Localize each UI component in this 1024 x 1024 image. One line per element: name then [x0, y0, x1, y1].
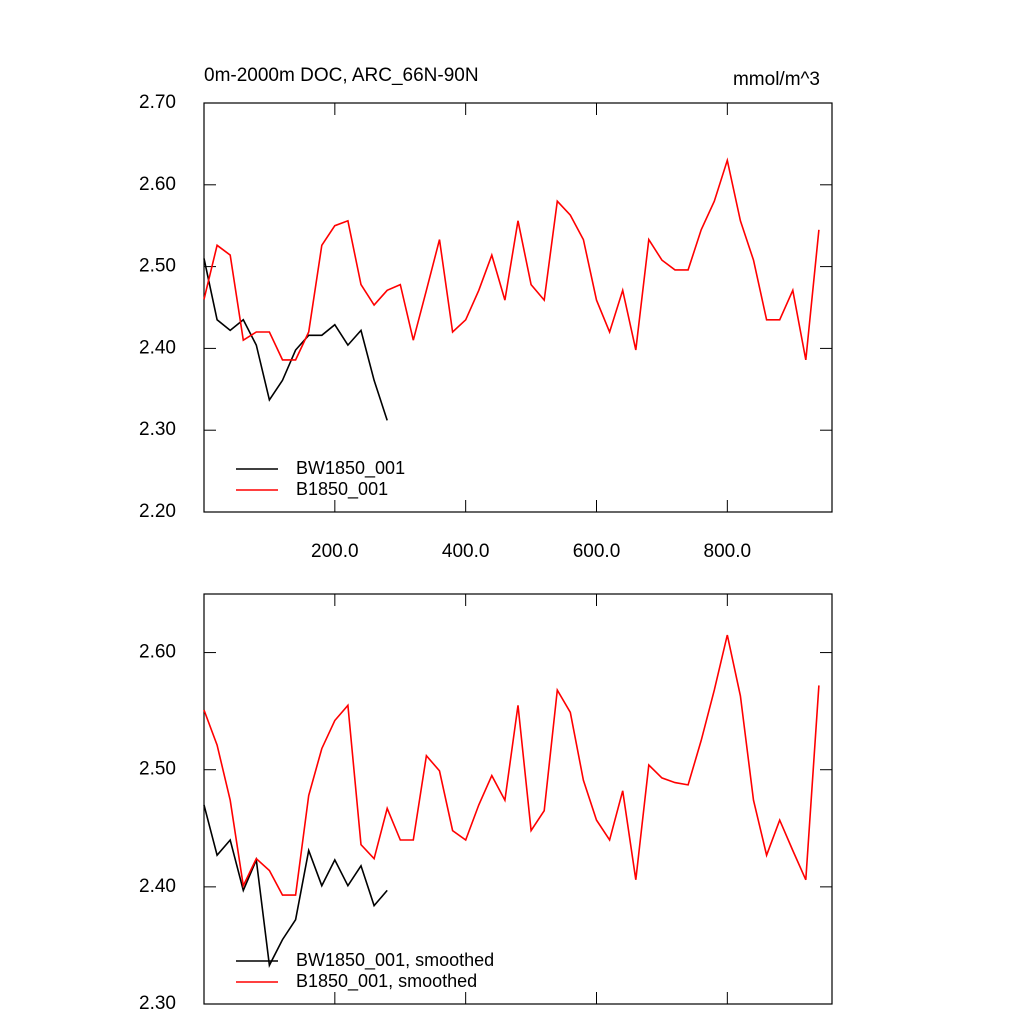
y-tick-label: 2.20 [139, 501, 176, 522]
data-line [203, 804, 388, 968]
y-tick-label: 2.60 [139, 642, 176, 663]
data-line [203, 157, 820, 361]
data-line [203, 258, 388, 421]
y-tick-label: 2.50 [139, 759, 176, 780]
y-tick-label: 2.30 [139, 419, 176, 440]
y-tick-label: 2.50 [139, 256, 176, 277]
data-line [203, 634, 820, 896]
chart-title: 0m-2000m DOC, ARC_66N-90N [204, 65, 479, 86]
units-label: mmol/m^3 [733, 69, 820, 90]
y-tick-label: 2.40 [139, 337, 176, 358]
legend-label: BW1850_001, smoothed [296, 950, 494, 971]
y-tick-label: 2.70 [139, 92, 176, 113]
legend-label: BW1850_001 [296, 458, 405, 479]
plot-frame [203, 102, 833, 513]
x-tick-label: 600.0 [573, 541, 621, 562]
legend-label: B1850_001, smoothed [296, 971, 477, 992]
x-tick-label: 800.0 [704, 541, 752, 562]
legend-label: B1850_001 [296, 479, 388, 500]
y-tick-label: 2.60 [139, 174, 176, 195]
y-tick-label: 2.30 [139, 993, 176, 1014]
plot-frame [203, 593, 833, 1005]
x-tick-label: 200.0 [311, 541, 359, 562]
y-tick-label: 2.40 [139, 876, 176, 897]
x-tick-label: 400.0 [442, 541, 490, 562]
